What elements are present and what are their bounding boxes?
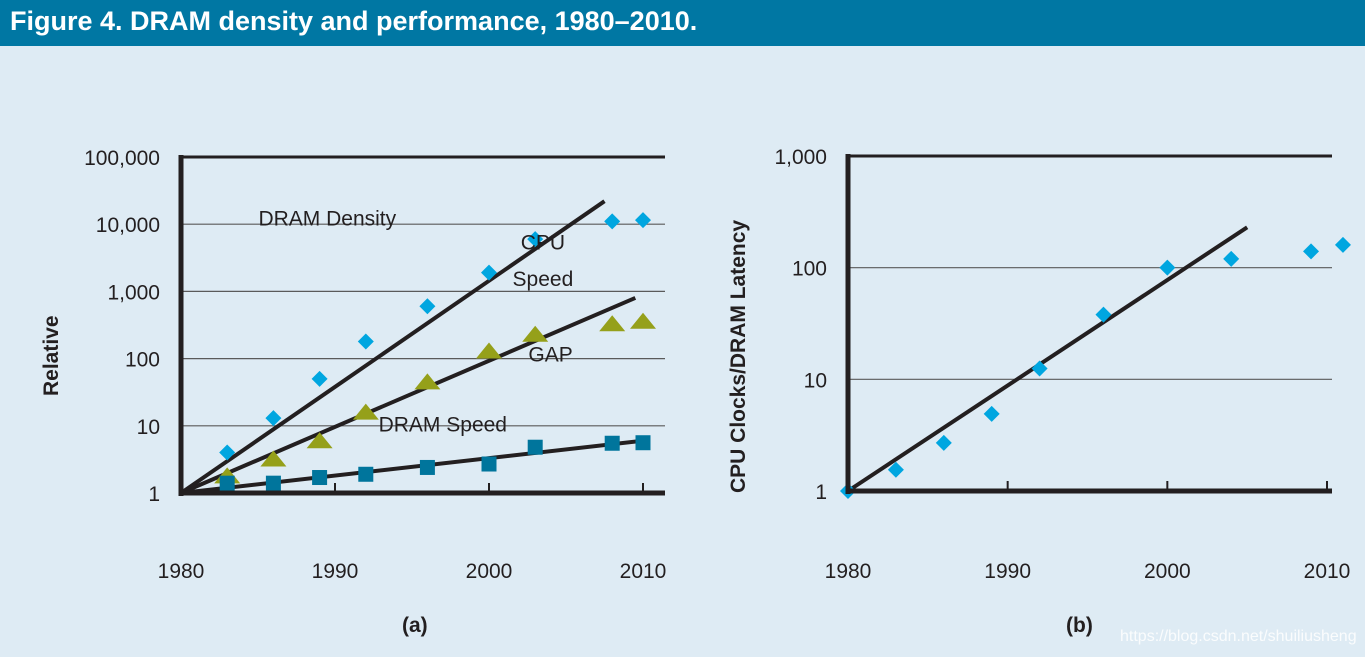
x-tick-label: 2010 (1304, 560, 1351, 583)
chart-b-axes (845, 154, 1332, 494)
diamond-marker (265, 410, 282, 427)
y-tick-label: 100,000 (84, 147, 160, 170)
triangle-marker (599, 315, 626, 332)
diamond-marker (1159, 259, 1176, 276)
square-marker (481, 456, 497, 472)
diamond-marker (527, 231, 544, 248)
trend-line (180, 296, 637, 495)
y-tick-label: 100 (792, 258, 827, 281)
chart-annotation: CPU (521, 232, 565, 255)
chart-b-markers (840, 236, 1351, 499)
watermark: https://blog.csdn.net/shuiliusheng (1120, 628, 1357, 645)
chart-a-panel-label: (a) (402, 614, 428, 637)
square-marker (219, 475, 235, 491)
diamond-marker (1303, 243, 1320, 260)
figure-header: Figure 4. DRAM density and performance, … (0, 0, 1365, 46)
chart-a: 1 10 100 1,000 10,000 100,000 1980 1990 2000 201… (40, 147, 666, 637)
y-tick-label: 100 (125, 349, 160, 372)
diamond-marker (1334, 236, 1351, 253)
y-tick-label: 10 (804, 369, 827, 392)
trend-line (180, 438, 644, 495)
diamond-marker (935, 434, 952, 451)
y-tick-label: 1 (815, 481, 827, 504)
chart-a-annotations: DRAM Density CPU Speed GAP DRAM Speed (258, 208, 573, 437)
chart-b-y-tick-labels: 1 10 100 1,000 (774, 146, 827, 504)
chart-a-gridlines (181, 223, 665, 427)
chart-annotation: DRAM Density (258, 208, 396, 231)
diamond-marker (357, 333, 374, 350)
chart-a-y-tick-labels: 1 10 100 1,000 10,000 100,000 (84, 147, 160, 506)
chart-b-y-axis-title: CPU Clocks/DRAM Latency (727, 220, 750, 493)
square-marker (527, 439, 543, 455)
diamond-marker (604, 213, 621, 230)
chart-b-trend-lines (846, 225, 1249, 493)
chart-b: 1 10 100 1,000 1980 1990 2000 2010 CPU Clocks/… (727, 146, 1351, 637)
square-marker (604, 435, 620, 451)
chart-a-trend-lines (179, 199, 644, 495)
triangle-marker (630, 312, 656, 329)
y-tick-label: 10,000 (96, 214, 160, 237)
chart-b-x-tick-labels: 1980 1990 2000 2010 (825, 560, 1351, 583)
chart-a-y-axis-title: Relative (40, 315, 63, 396)
chart-annotation: DRAM Speed (379, 414, 507, 437)
chart-b-panel-label: (b) (1066, 614, 1093, 637)
triangle-marker (522, 325, 549, 342)
triangle-marker (414, 373, 441, 390)
x-tick-label: 1980 (158, 560, 205, 583)
y-tick-label: 1,000 (107, 281, 160, 304)
diamond-marker (635, 212, 651, 229)
chart-a-x-tick-labels: 1980 1990 2000 2010 (158, 560, 667, 583)
square-marker (419, 459, 435, 475)
square-marker (635, 435, 651, 451)
y-tick-label: 1,000 (774, 146, 827, 169)
diamond-marker (983, 405, 1000, 422)
chart-annotation: GAP (528, 344, 572, 367)
diamond-marker (1223, 250, 1240, 267)
x-tick-label: 1990 (984, 560, 1031, 583)
chart-annotation: Speed (513, 268, 574, 291)
x-tick-label: 2000 (466, 560, 513, 583)
chart-a-axes (178, 155, 665, 496)
diamond-marker (1095, 306, 1112, 323)
y-tick-label: 1 (148, 483, 160, 506)
x-tick-label: 1990 (312, 560, 359, 583)
diamond-marker (887, 461, 904, 478)
trend-line (846, 225, 1249, 493)
chart-a-markers (214, 212, 656, 491)
y-tick-label: 10 (137, 416, 160, 439)
x-tick-label: 2010 (620, 560, 667, 583)
diamond-marker (481, 264, 497, 281)
x-tick-label: 1980 (825, 560, 872, 583)
chart-b-gridlines (848, 267, 1332, 380)
square-marker (358, 466, 374, 482)
diamond-marker (419, 298, 436, 315)
figure-title: Figure 4. DRAM density and performance, … (10, 6, 698, 36)
square-marker (312, 470, 328, 486)
diamond-marker (219, 444, 236, 461)
triangle-marker (352, 403, 379, 420)
square-marker (265, 475, 281, 491)
triangle-marker (306, 432, 333, 449)
trend-line (179, 199, 606, 495)
diamond-marker (1031, 360, 1048, 377)
triangle-marker (260, 450, 287, 467)
triangle-marker (476, 342, 502, 359)
diamond-marker (311, 370, 328, 387)
x-tick-label: 2000 (1144, 560, 1191, 583)
